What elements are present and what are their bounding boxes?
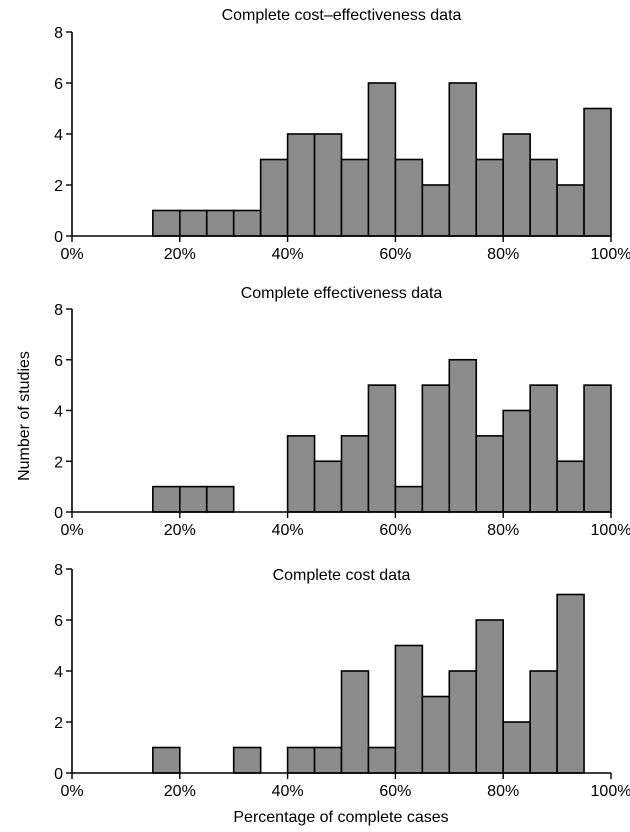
histogram-bar: [152, 746, 181, 774]
y-tick-label: 4: [54, 404, 63, 421]
x-tick-label: 80%: [487, 783, 519, 800]
histogram-bar: [448, 358, 478, 513]
x-tick-label: 20%: [164, 522, 196, 539]
x-tick-label: 60%: [379, 246, 411, 263]
chart-title: Complete cost–effectiveness data: [222, 7, 462, 24]
y-tick-label: 0: [54, 766, 63, 783]
x-tick-label: 0%: [60, 783, 83, 800]
histogram-bar: [313, 746, 343, 774]
y-tick-label: 6: [54, 76, 63, 93]
histogram-bar: [394, 485, 424, 513]
y-tick-label: 2: [54, 178, 63, 195]
histogram-bar: [394, 158, 424, 237]
chart-title: Complete cost data: [273, 567, 411, 584]
histogram-bar: [475, 158, 505, 237]
histogram-bar: [367, 746, 397, 774]
histogram-bar: [205, 209, 235, 237]
histogram-bar: [475, 619, 505, 774]
histogram-bar: [232, 746, 262, 774]
histogram-bar: [340, 670, 370, 774]
histogram-bar: [232, 209, 262, 237]
histogram-bar: [556, 593, 585, 774]
x-tick-label: 40%: [272, 522, 304, 539]
x-tick-label: 20%: [164, 246, 196, 263]
histogram-bar: [367, 82, 397, 237]
y-tick-label: 4: [54, 127, 63, 144]
y-tick-label: 6: [54, 353, 63, 370]
y-tick-label: 8: [54, 562, 63, 579]
histogram-bar: [529, 158, 558, 237]
y-tick-label: 6: [54, 613, 63, 630]
histogram-bar: [502, 721, 531, 774]
histogram-bar: [313, 133, 343, 237]
x-tick-label: 0%: [60, 246, 83, 263]
histogram-bar: [448, 82, 478, 237]
chart-title: Complete effectiveness data: [241, 285, 443, 302]
histogram-bar: [583, 107, 612, 237]
histogram-bar: [286, 435, 316, 513]
histogram-bar: [367, 384, 397, 513]
histogram-bar: [152, 209, 181, 237]
histogram-bar: [475, 435, 505, 513]
x-tick-label: 100%: [591, 522, 630, 539]
y-tick-label: 4: [54, 664, 63, 681]
x-tick-label: 40%: [272, 783, 304, 800]
histogram-bar: [502, 133, 531, 237]
y-tick-label: 2: [54, 454, 63, 471]
y-tick-label: 8: [54, 302, 63, 319]
histogram-bar: [286, 746, 316, 774]
histogram-bar: [179, 209, 208, 237]
histogram-bar: [556, 460, 585, 513]
y-tick-label: 0: [54, 229, 63, 246]
histogram-bar: [421, 384, 451, 513]
x-tick-label: 20%: [164, 783, 196, 800]
histogram-bar: [529, 670, 558, 774]
histogram-bar: [340, 158, 370, 237]
histogram-bar: [529, 384, 558, 513]
histogram-bar: [421, 695, 451, 774]
histogram-bar: [313, 460, 343, 513]
x-axis-label: Percentage of complete cases: [233, 809, 448, 826]
x-tick-label: 60%: [379, 522, 411, 539]
y-tick-label: 0: [54, 505, 63, 522]
x-tick-label: 100%: [591, 246, 630, 263]
x-tick-label: 80%: [487, 522, 519, 539]
histogram-bar: [152, 485, 181, 513]
x-tick-label: 0%: [60, 522, 83, 539]
x-tick-label: 60%: [379, 783, 411, 800]
histogram-bar: [259, 158, 289, 237]
histogram-bar: [205, 485, 235, 513]
histogram-bar: [421, 184, 451, 237]
histogram-bar: [556, 184, 585, 237]
x-tick-label: 80%: [487, 246, 519, 263]
y-tick-label: 2: [54, 715, 63, 732]
histogram-bar: [448, 670, 478, 774]
x-tick-label: 100%: [591, 783, 630, 800]
histogram-bar: [583, 384, 612, 513]
histogram-bar: [340, 435, 370, 513]
y-axis-label: Number of studies: [16, 351, 33, 481]
histogram-bar: [179, 485, 208, 513]
histogram-bar: [394, 644, 424, 774]
x-tick-label: 40%: [272, 246, 304, 263]
y-tick-label: 8: [54, 25, 63, 42]
histogram-bar: [502, 409, 531, 513]
histogram-bar: [286, 133, 316, 237]
